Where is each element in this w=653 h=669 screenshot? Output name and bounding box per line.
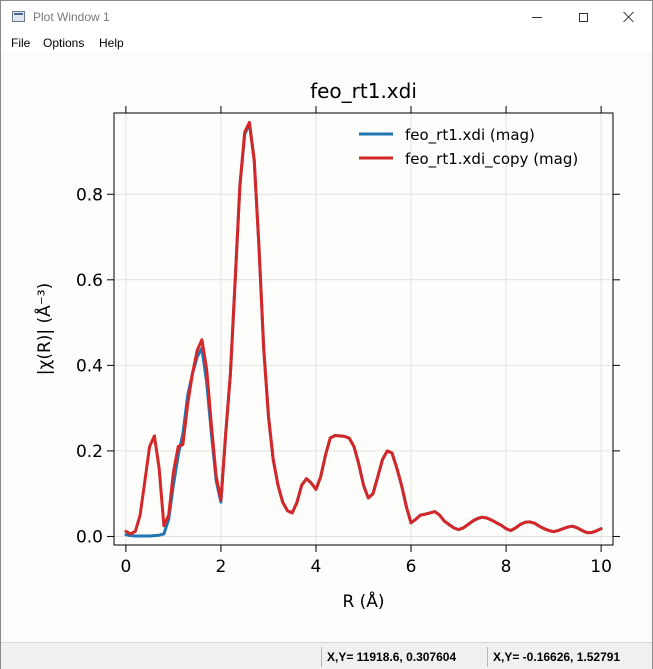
x-tick-label: 6	[406, 557, 417, 577]
series-line-1	[124, 122, 603, 538]
window-title: Plot Window 1	[33, 10, 110, 24]
menu-help[interactable]: Help	[99, 36, 124, 50]
x-tick-label: 2	[216, 557, 227, 577]
close-button[interactable]	[606, 1, 652, 33]
menu-options[interactable]: Options	[43, 36, 85, 50]
x-axis-label: R (Å)	[342, 590, 384, 612]
chart-title: feo_rt1.xdi	[310, 79, 417, 103]
maximize-button[interactable]	[560, 1, 606, 33]
cursor-position-1: X,Y= 11918.6, 0.307604	[321, 647, 487, 667]
axes-frame	[113, 112, 614, 546]
y-tick-label: 0.2	[76, 442, 103, 462]
ticks: 0 2 4 6 8 10 0.0 0.2 0.4 0.6 0.8	[76, 106, 620, 577]
menu-file[interactable]: File	[11, 36, 31, 50]
legend-label: feo_rt1.xdi (mag)	[405, 126, 535, 145]
minimize-button[interactable]	[514, 1, 560, 33]
close-icon	[623, 11, 635, 23]
grid	[114, 113, 613, 545]
title-bar[interactable]: Plot Window 1	[1, 1, 652, 33]
series-line-2	[124, 120, 603, 536]
minimize-icon	[532, 16, 542, 18]
status-bar: X,Y= 11918.6, 0.307604 X,Y= -0.16626, 1.…	[1, 642, 652, 669]
plot-window-icon	[12, 11, 25, 22]
x-tick-label: 10	[590, 557, 612, 577]
y-axis-label: |χ(R)| (Å⁻³)	[33, 283, 55, 375]
x-tick-label: 4	[311, 557, 322, 577]
y-tick-label: 0.0	[76, 527, 103, 547]
legend-label: feo_rt1.xdi_copy (mag)	[405, 150, 578, 169]
y-tick-label: 0.6	[76, 271, 103, 291]
maximize-icon	[578, 12, 588, 22]
chart[interactable]: 0 2 4 6 8 10 0.0 0.2 0.4 0.6 0.8 feo_rt1.xdi R (Å)…	[5, 55, 649, 641]
series-layer	[124, 120, 603, 538]
y-tick-label: 0.4	[76, 356, 103, 376]
cursor-position-2: X,Y= -0.16626, 1.52791	[487, 647, 643, 667]
plot-canvas[interactable]: 0 2 4 6 8 10 0.0 0.2 0.4 0.6 0.8 feo_rt1.xdi R (Å)…	[5, 55, 649, 641]
x-tick-label: 8	[501, 557, 512, 577]
x-tick-label: 0	[120, 557, 131, 577]
legend: feo_rt1.xdi (mag) feo_rt1.xdi_copy (mag)	[359, 126, 578, 169]
menu-bar: File Options Help	[1, 33, 652, 53]
y-tick-label: 0.8	[76, 185, 103, 205]
